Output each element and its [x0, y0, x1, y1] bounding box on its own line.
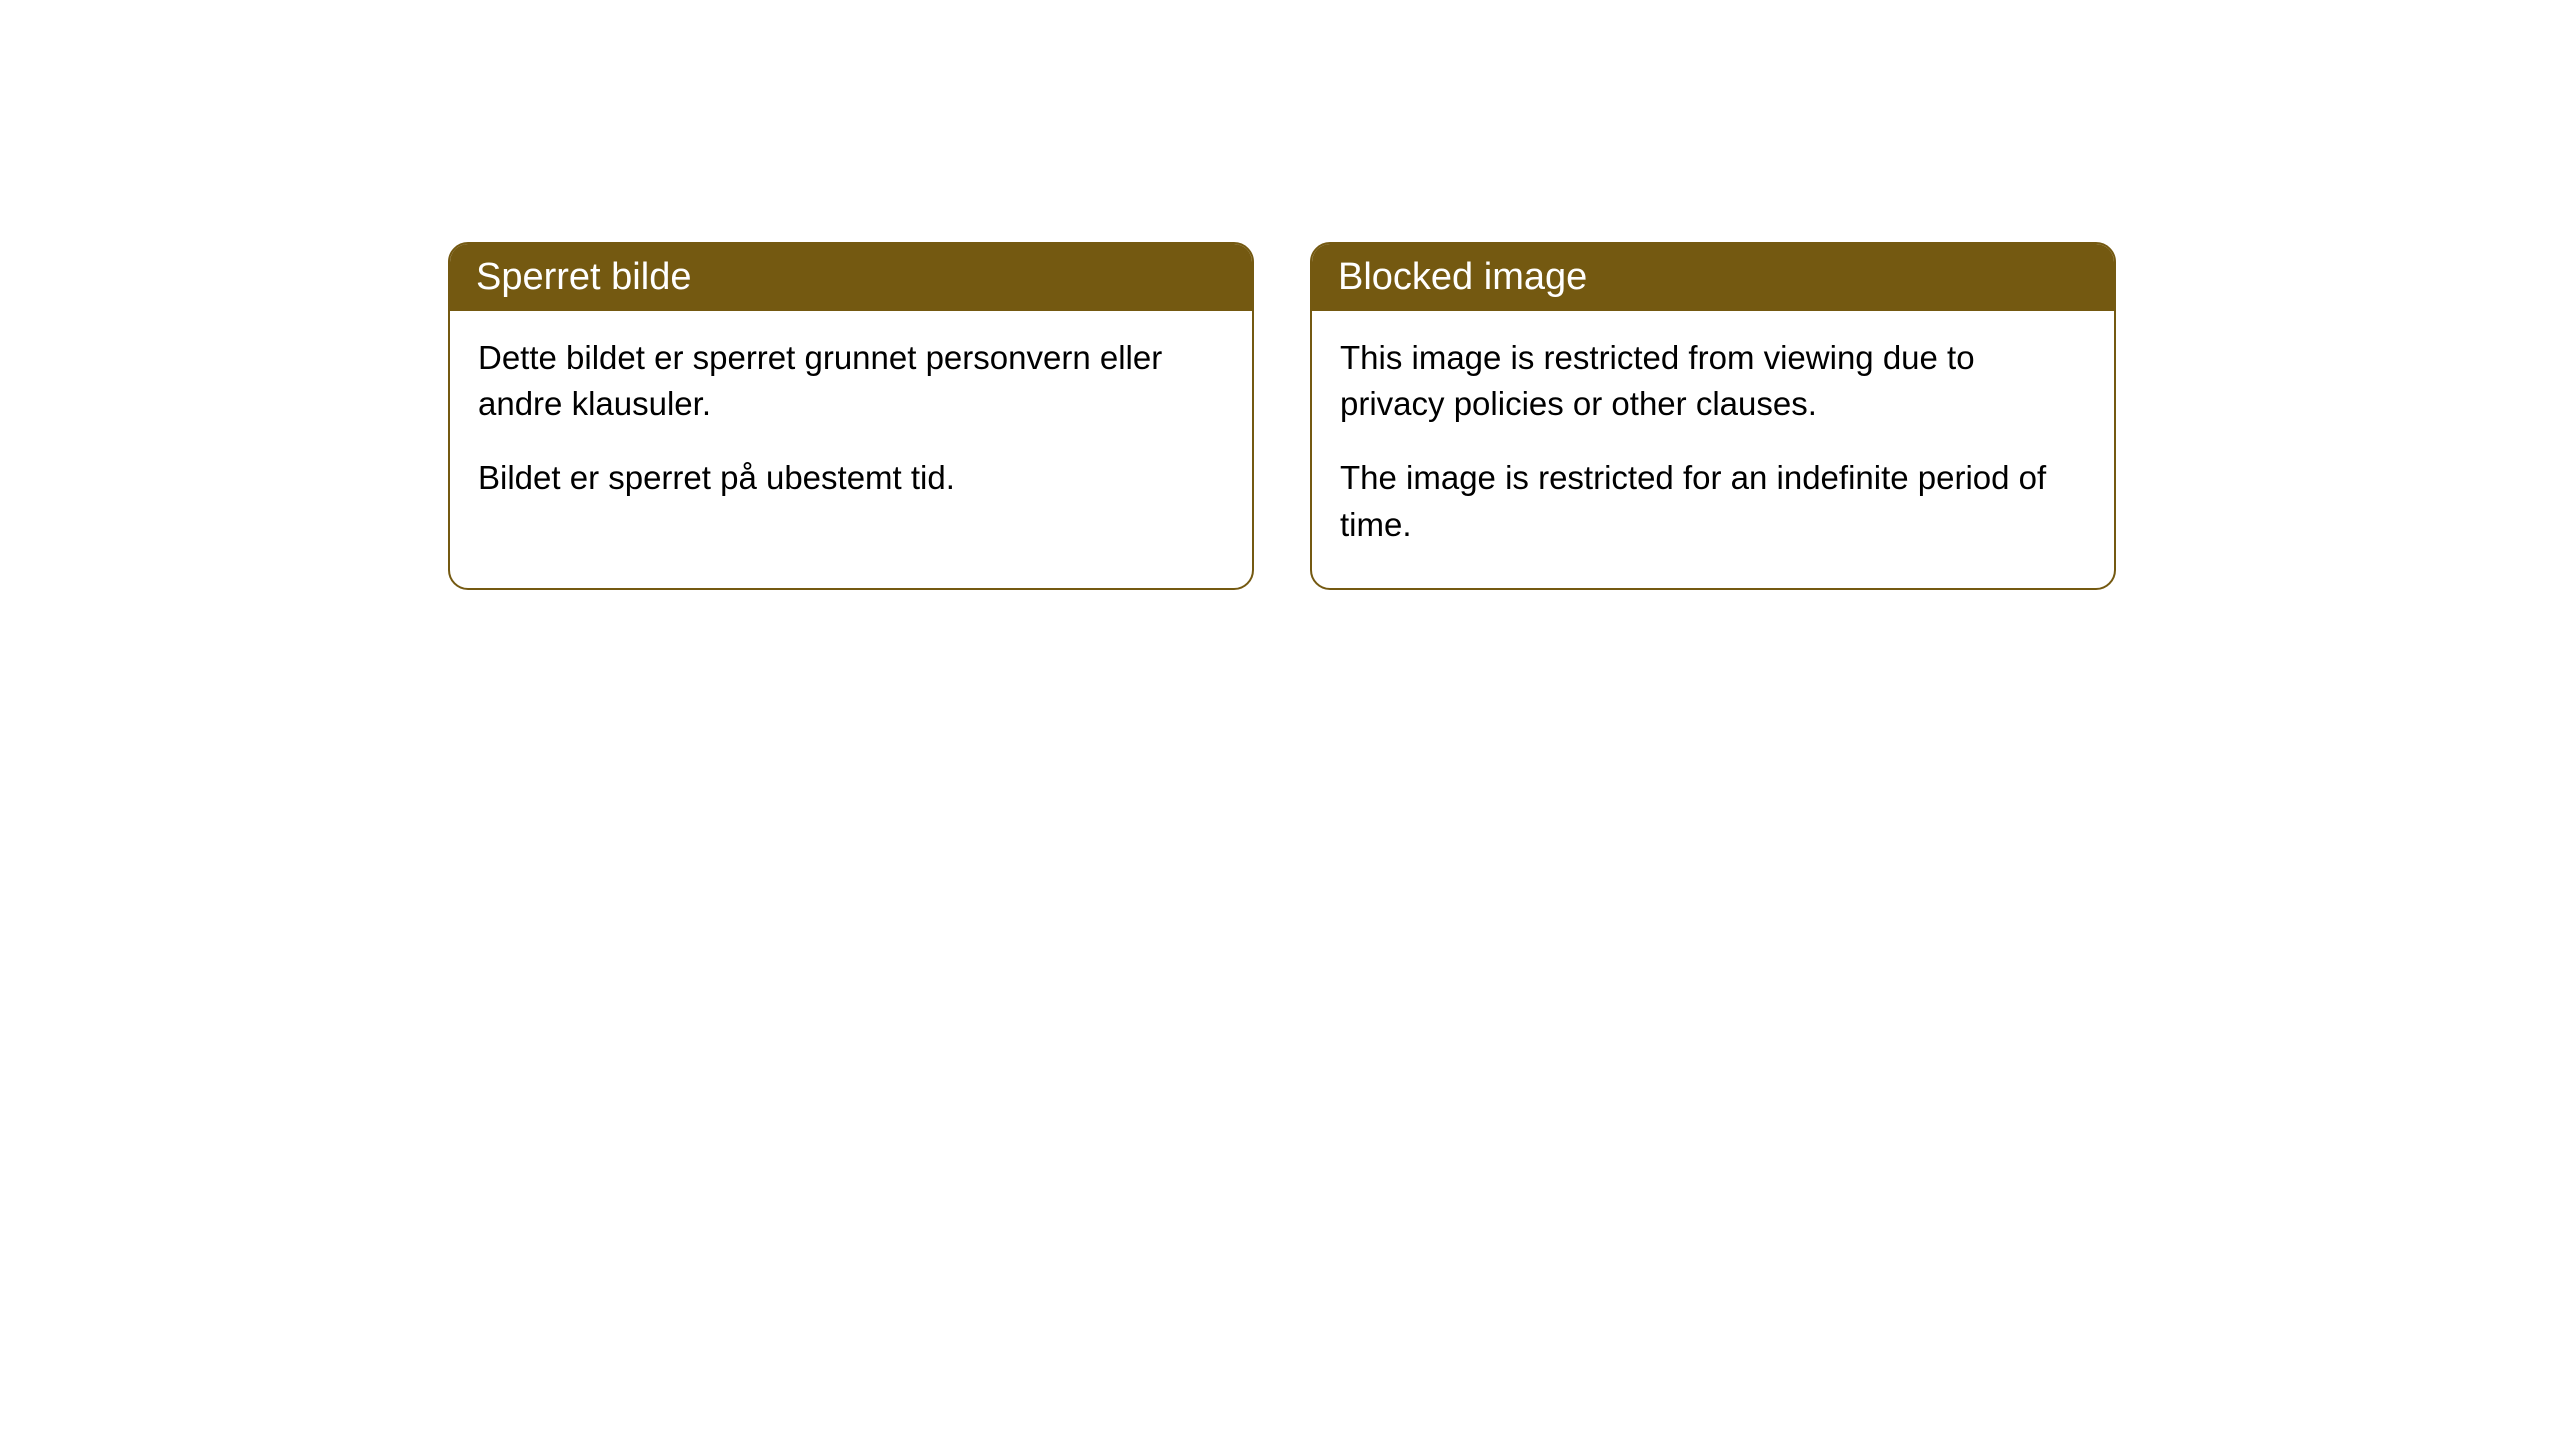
notice-card-norwegian: Sperret bilde Dette bildet er sperret gr…: [448, 242, 1254, 590]
notice-cards-container: Sperret bilde Dette bildet er sperret gr…: [448, 242, 2116, 590]
notice-card-english: Blocked image This image is restricted f…: [1310, 242, 2116, 590]
card-paragraph: Dette bildet er sperret grunnet personve…: [478, 335, 1224, 427]
card-title: Sperret bilde: [476, 256, 691, 298]
card-title: Blocked image: [1338, 256, 1587, 298]
card-paragraph: Bildet er sperret på ubestemt tid.: [478, 455, 1224, 501]
card-header: Sperret bilde: [450, 244, 1252, 311]
card-header: Blocked image: [1312, 244, 2114, 311]
card-paragraph: The image is restricted for an indefinit…: [1340, 455, 2086, 547]
card-body: Dette bildet er sperret grunnet personve…: [450, 311, 1252, 542]
card-paragraph: This image is restricted from viewing du…: [1340, 335, 2086, 427]
card-body: This image is restricted from viewing du…: [1312, 311, 2114, 588]
